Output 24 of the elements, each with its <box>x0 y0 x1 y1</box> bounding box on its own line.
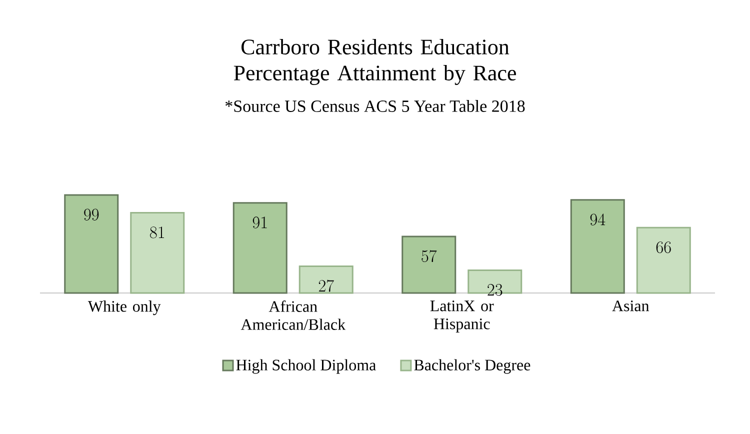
data-label: 81 <box>150 226 164 238</box>
x-tick-label: LatinX or Hispanic <box>430 300 494 333</box>
data-label: 66 <box>656 241 671 254</box>
x-tick-label: African American/Black <box>240 300 346 330</box>
legend-label: Bachelor's Degree <box>414 359 530 374</box>
x-tick-label: Asian <box>612 300 650 312</box>
bar <box>636 226 691 294</box>
data-label: 27 <box>318 280 334 292</box>
data-label: 23 <box>488 284 502 296</box>
bar <box>468 269 522 294</box>
data-label: 99 <box>84 208 99 220</box>
data-label: 91 <box>252 216 267 228</box>
chart-title: Carrboro Residents Education Percentage Attainment by Race <box>234 38 516 86</box>
bar <box>130 212 185 294</box>
x-tick-label: White only <box>88 300 161 316</box>
bar <box>232 202 288 294</box>
data-label: 94 <box>590 214 606 226</box>
bar <box>298 266 354 294</box>
chart-subtitle: *Source US Census ACS 5 Year Table 2018 <box>225 100 525 112</box>
bar <box>402 236 456 294</box>
bar <box>64 194 119 294</box>
data-label: 57 <box>422 250 437 262</box>
legend-label: High School Diploma <box>236 359 376 374</box>
bar <box>570 199 625 294</box>
